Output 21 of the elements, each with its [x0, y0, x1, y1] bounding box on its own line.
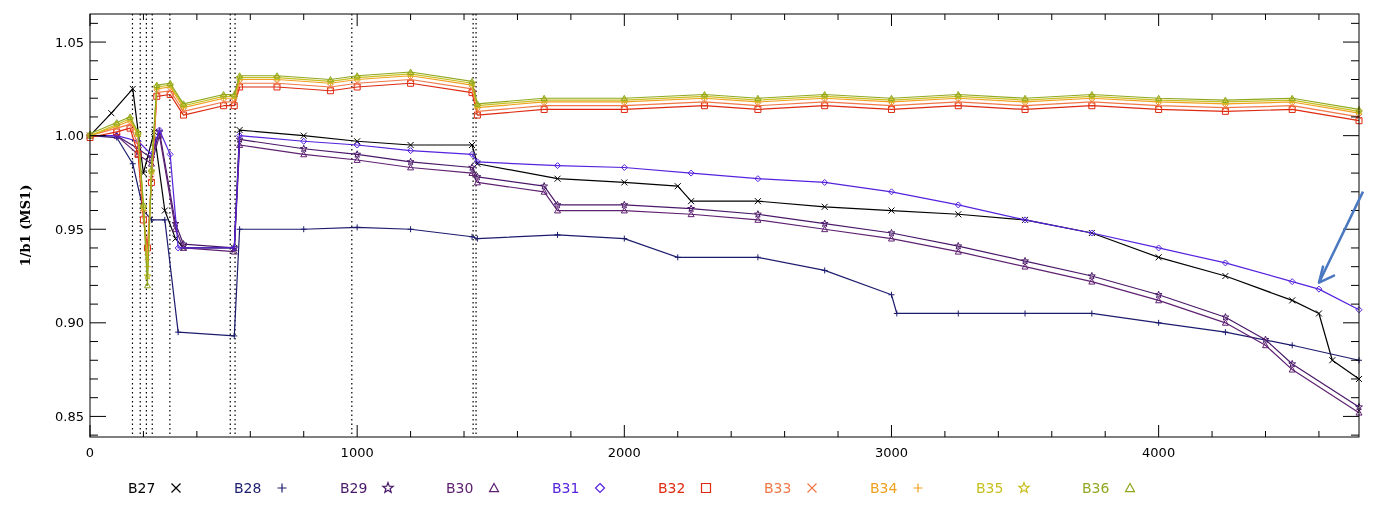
legend-label: B30 — [446, 480, 474, 496]
legend-label: B27 — [128, 480, 156, 496]
text: 0.85 — [55, 408, 84, 424]
legend-label: B36 — [1082, 480, 1110, 496]
y-tick-label: 0.90 — [55, 315, 84, 331]
legend-label: B28 — [234, 480, 262, 496]
legend-label: B32 — [658, 480, 686, 496]
y-tick-label: 1.05 — [55, 34, 84, 50]
x-tick-label: 1000 — [340, 445, 374, 460]
legend-label: B31 — [552, 480, 580, 496]
x-tick-label: 0 — [85, 445, 95, 460]
legend-label: B33 — [764, 480, 792, 496]
y-tick-label: 1.00 — [55, 128, 84, 144]
y-tick-label: 0.95 — [55, 221, 84, 237]
x-tick-label: 3000 — [874, 445, 909, 460]
legend-label: B29 — [340, 480, 368, 496]
x-tick-label: 2000 — [607, 445, 641, 460]
y-axis-title: 1/b1 (MS1) — [18, 184, 33, 267]
legend-label: B34 — [870, 480, 898, 496]
x-tick-label: 4000 — [1142, 445, 1176, 460]
legend-label: B35 — [976, 480, 1004, 496]
